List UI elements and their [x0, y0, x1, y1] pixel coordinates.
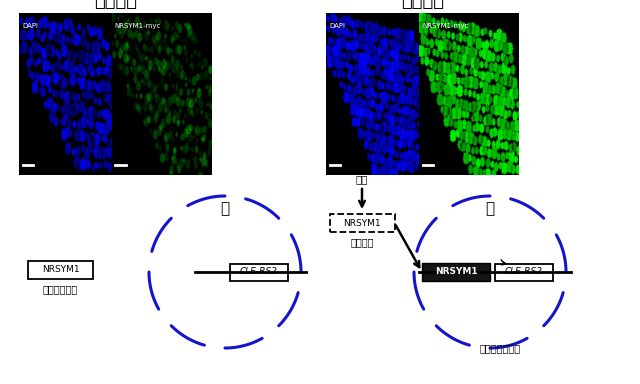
Text: DAPI: DAPI	[329, 23, 345, 29]
Text: CLE-RS2: CLE-RS2	[240, 268, 278, 276]
Text: NRSYM1: NRSYM1	[343, 218, 381, 227]
Text: 核の外に局在: 核の外に局在	[43, 284, 78, 294]
Text: NRSYM1-myc: NRSYM1-myc	[422, 23, 468, 29]
Bar	[28, 261, 93, 279]
Text: 琉酸: 琉酸	[356, 174, 368, 184]
Text: NRSYM1: NRSYM1	[435, 268, 477, 276]
Text: 核へ移行: 核へ移行	[350, 237, 374, 247]
Text: 根粒共生の抑制: 根粒共生の抑制	[479, 343, 520, 353]
Text: NRSYM1-myc: NRSYM1-myc	[115, 23, 161, 29]
Bar	[495, 263, 553, 280]
Bar	[230, 263, 288, 280]
Text: DAPI: DAPI	[22, 23, 38, 29]
Bar	[330, 214, 394, 232]
Text: 琉酸添加: 琉酸添加	[401, 0, 444, 10]
Bar	[422, 263, 490, 281]
Text: 核: 核	[220, 201, 230, 216]
Text: CLE-RS2: CLE-RS2	[505, 268, 543, 276]
Text: NRSYM1: NRSYM1	[42, 265, 79, 275]
Text: 核: 核	[485, 201, 495, 216]
Text: 窒素なし: 窒素なし	[93, 0, 137, 10]
